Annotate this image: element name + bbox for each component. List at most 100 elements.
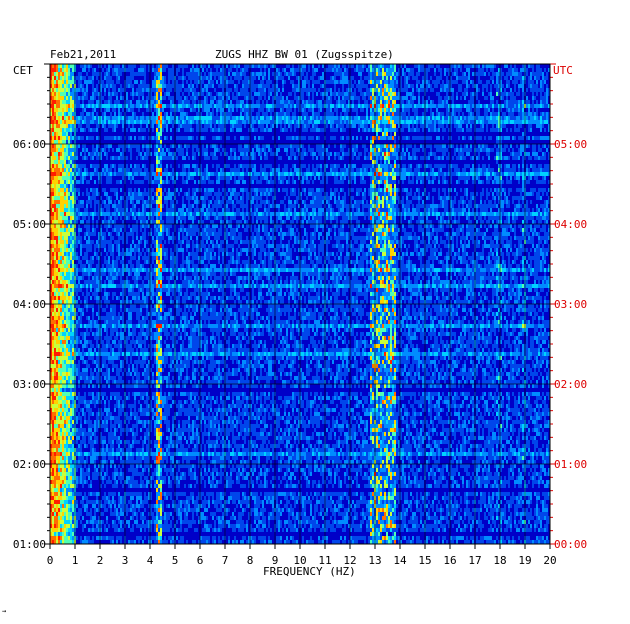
heatmap-cell — [162, 120, 164, 124]
heatmap-cell — [458, 116, 460, 120]
heatmap-cell — [130, 144, 132, 148]
heatmap-cell — [460, 68, 462, 72]
heatmap-cell — [208, 112, 210, 116]
heatmap-cell — [268, 68, 270, 72]
heatmap-cell — [260, 88, 262, 92]
heatmap-cell — [116, 172, 118, 176]
heatmap-cell — [482, 156, 484, 160]
heatmap-cell — [338, 64, 340, 68]
heatmap-cell — [390, 64, 392, 68]
heatmap-cell — [292, 148, 294, 152]
heatmap-cell — [194, 180, 196, 184]
heatmap-cell — [68, 120, 70, 124]
heatmap-cell — [386, 100, 388, 104]
heatmap-cell — [396, 112, 398, 116]
heatmap-cell — [468, 112, 470, 116]
heatmap-cell — [522, 108, 524, 112]
heatmap-cell — [140, 72, 142, 76]
heatmap-cell — [226, 136, 228, 140]
heatmap-cell — [538, 136, 540, 140]
heatmap-cell — [360, 180, 362, 184]
heatmap-cell — [88, 76, 90, 80]
heatmap-cell — [484, 120, 486, 124]
heatmap-cell — [204, 156, 206, 160]
heatmap-cell — [472, 172, 474, 176]
heatmap-cell — [82, 108, 84, 112]
heatmap-cell — [352, 104, 354, 108]
heatmap-cell — [388, 112, 390, 116]
heatmap-cell — [406, 144, 408, 148]
heatmap-cell — [210, 112, 212, 116]
heatmap-cell — [482, 172, 484, 176]
heatmap-cell — [448, 68, 450, 72]
heatmap-cell — [56, 84, 58, 88]
heatmap-cell — [158, 176, 160, 180]
heatmap-cell — [304, 176, 306, 180]
heatmap-cell — [118, 104, 120, 108]
heatmap-cell — [238, 80, 240, 84]
heatmap-cell — [146, 104, 148, 108]
heatmap-cell — [332, 128, 334, 132]
heatmap-cell — [402, 108, 404, 112]
heatmap-cell — [388, 184, 390, 188]
heatmap-cell — [314, 72, 316, 76]
heatmap-cell — [488, 108, 490, 112]
heatmap-cell — [86, 120, 88, 124]
heatmap-cell — [332, 92, 334, 96]
heatmap-cell — [276, 92, 278, 96]
heatmap-cell — [440, 96, 442, 100]
heatmap-cell — [348, 168, 350, 172]
heatmap-cell — [534, 156, 536, 160]
heatmap-cell — [200, 104, 202, 108]
heatmap-cell — [54, 140, 56, 144]
heatmap-cell — [306, 72, 308, 76]
heatmap-cell — [172, 68, 174, 72]
heatmap-cell — [482, 64, 484, 68]
heatmap-cell — [196, 168, 198, 172]
heatmap-cell — [132, 92, 134, 96]
heatmap-cell — [372, 164, 374, 168]
heatmap-cell — [156, 180, 158, 184]
heatmap-cell — [130, 104, 132, 108]
heatmap-cell — [446, 180, 448, 184]
heatmap-cell — [112, 116, 114, 120]
heatmap-cell — [412, 172, 414, 176]
heatmap-cell — [290, 80, 292, 84]
heatmap-cell — [492, 128, 494, 132]
heatmap-cell — [52, 160, 54, 164]
heatmap-cell — [186, 100, 188, 104]
heatmap-cell — [472, 168, 474, 172]
heatmap-cell — [160, 112, 162, 116]
heatmap-cell — [332, 64, 334, 68]
heatmap-cell — [394, 76, 396, 80]
heatmap-cell — [64, 72, 66, 76]
heatmap-cell — [530, 104, 532, 108]
heatmap-cell — [316, 164, 318, 168]
heatmap-cell — [266, 64, 268, 68]
heatmap-cell — [62, 68, 64, 72]
heatmap-cell — [332, 116, 334, 120]
heatmap-cell — [300, 68, 302, 72]
heatmap-cell — [492, 172, 494, 176]
heatmap-cell — [272, 152, 274, 156]
heatmap-cell — [372, 64, 374, 68]
heatmap-cell — [342, 180, 344, 184]
heatmap-cell — [156, 140, 158, 144]
heatmap-cell — [64, 168, 66, 172]
heatmap-cell — [62, 124, 64, 128]
heatmap-cell — [130, 120, 132, 124]
heatmap-cell — [160, 120, 162, 124]
heatmap-cell — [528, 144, 530, 148]
heatmap-cell — [84, 148, 86, 152]
heatmap-cell — [280, 176, 282, 180]
heatmap-cell — [368, 116, 370, 120]
heatmap-cell — [258, 72, 260, 76]
heatmap-cell — [336, 168, 338, 172]
heatmap-cell — [384, 156, 386, 160]
heatmap-cell — [86, 172, 88, 176]
heatmap-cell — [478, 144, 480, 148]
heatmap-cell — [92, 88, 94, 92]
heatmap-cell — [76, 164, 78, 168]
heatmap-cell — [170, 116, 172, 120]
heatmap-cell — [544, 152, 546, 156]
